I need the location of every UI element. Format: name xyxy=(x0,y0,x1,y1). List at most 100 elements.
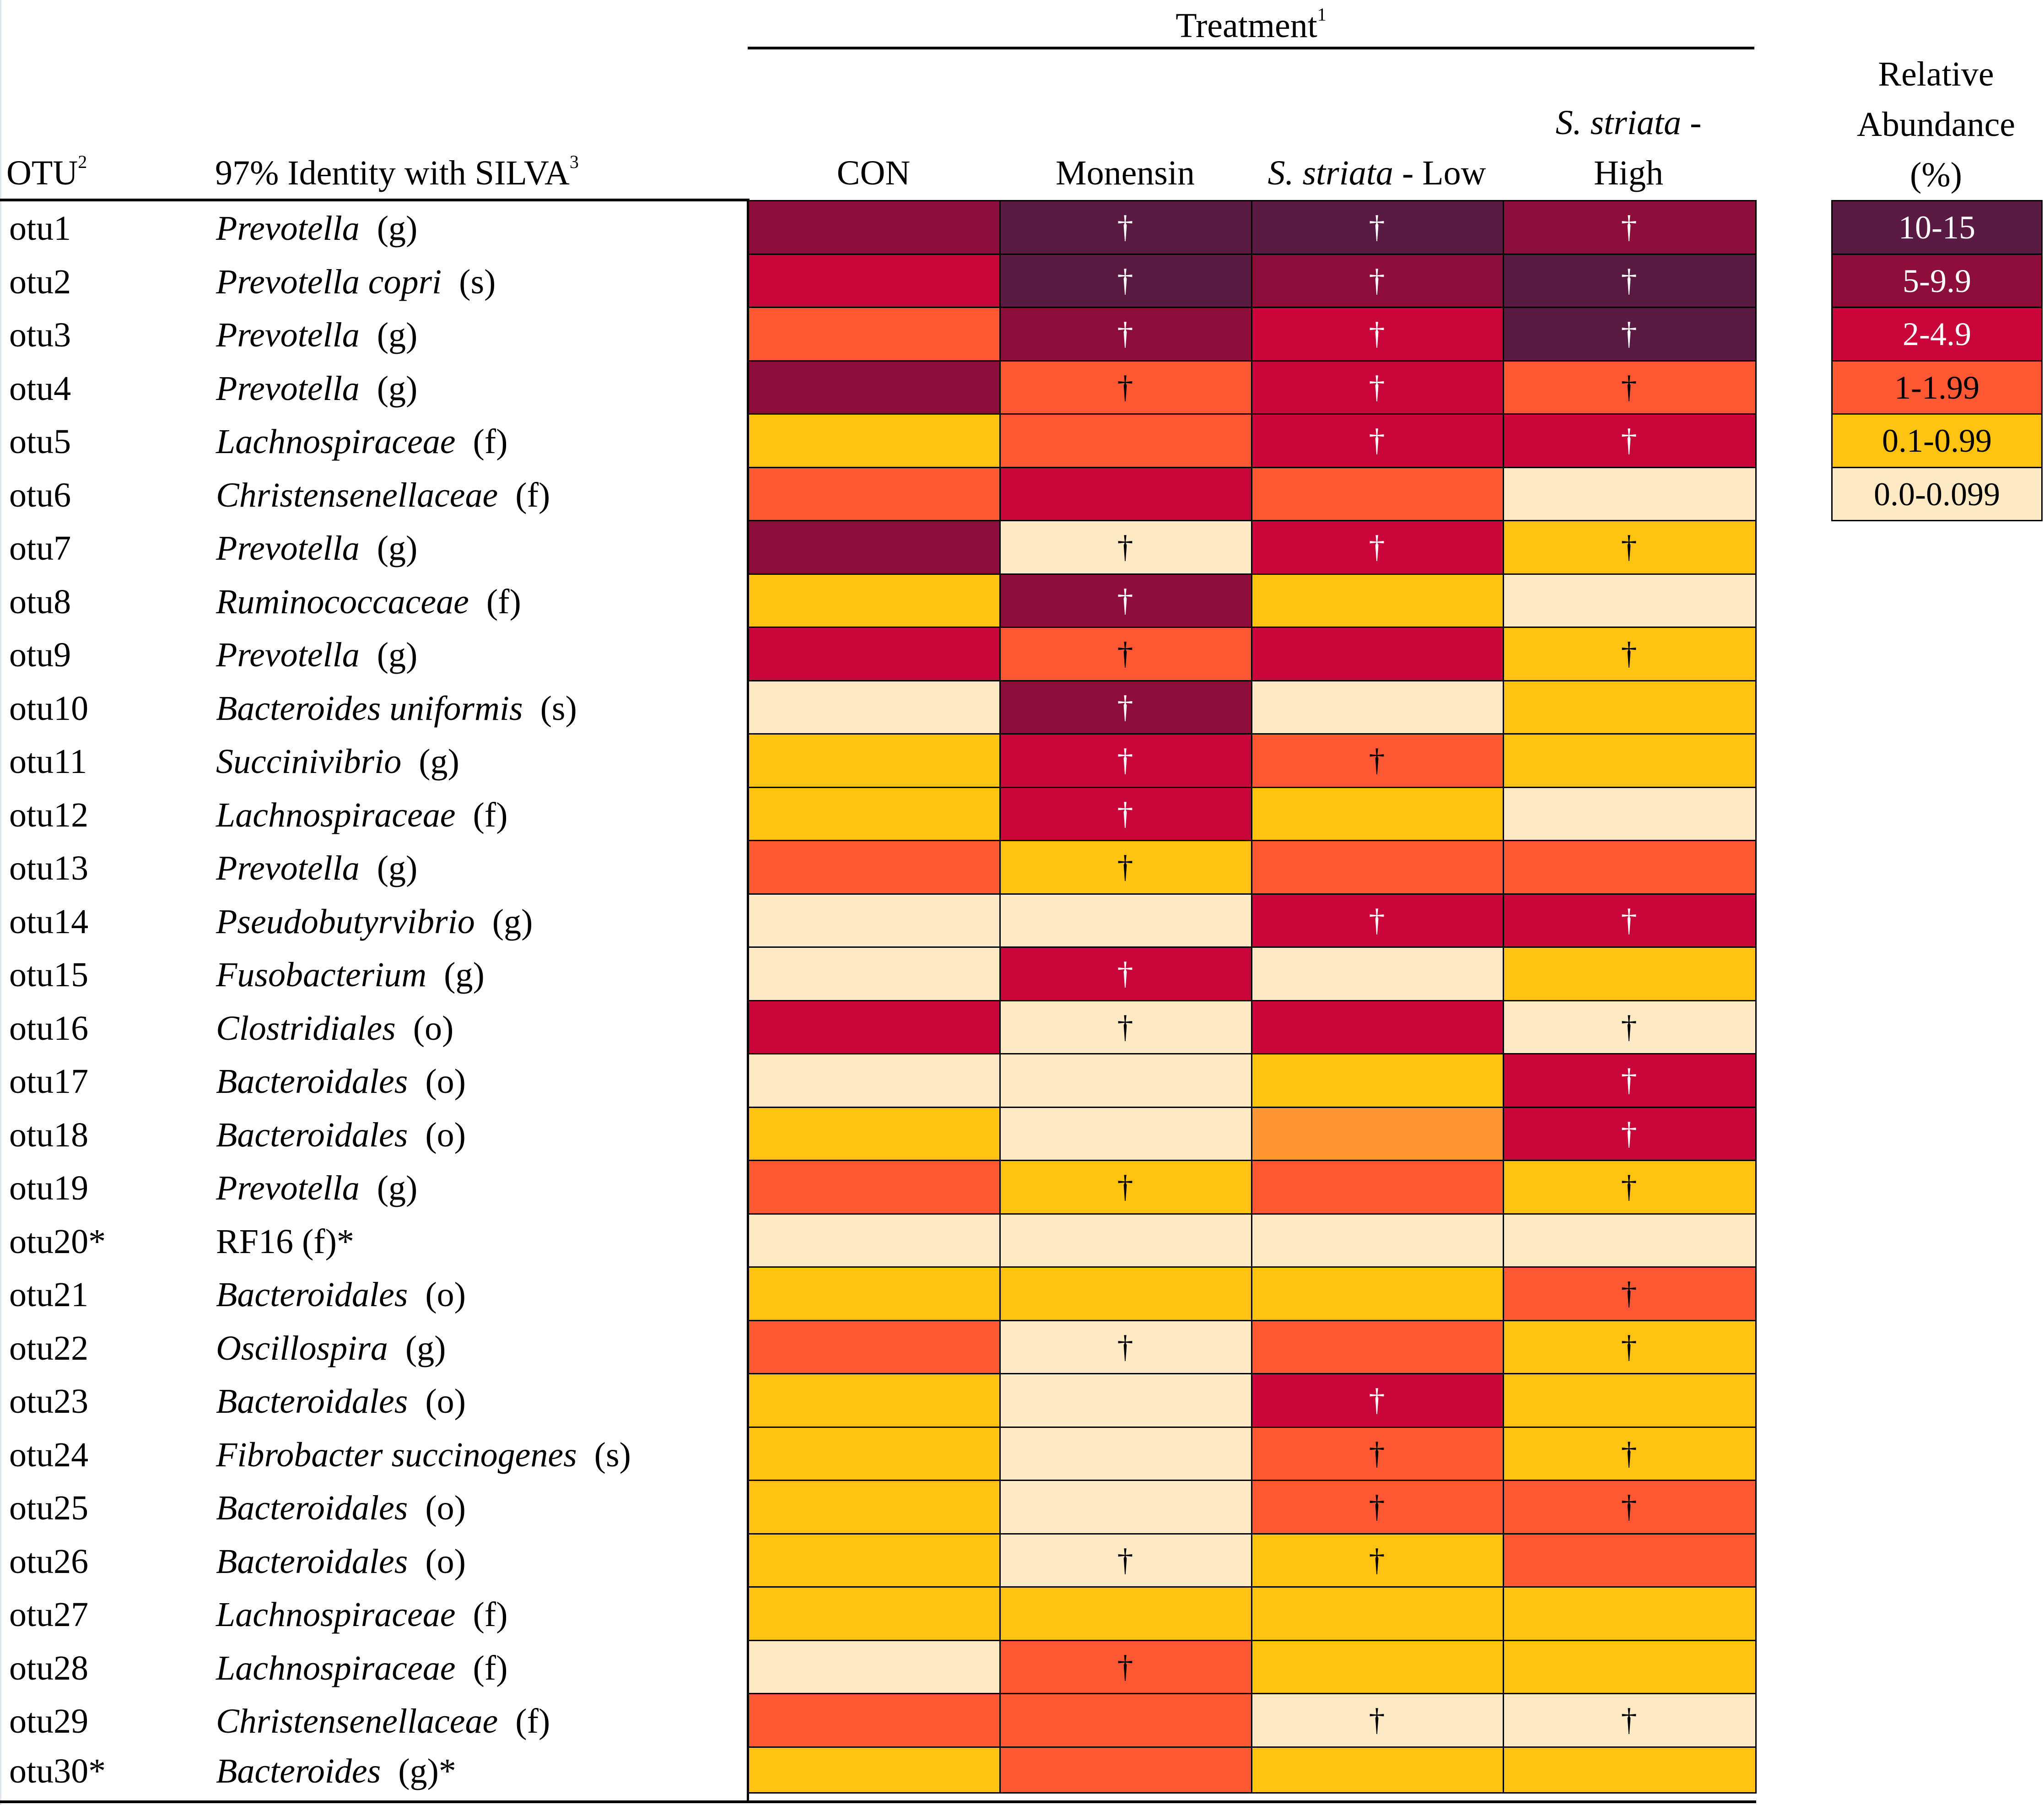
taxon-label: Bacteroides (g)* xyxy=(216,1754,456,1789)
significance-dagger: † xyxy=(1621,1063,1637,1098)
taxon-label: Prevotella (g) xyxy=(216,638,417,672)
heatmap-cell xyxy=(748,840,1001,895)
heatmap-cell xyxy=(1251,466,1504,521)
taxon-name: RF16 (f)* xyxy=(216,1222,354,1261)
significance-dagger: † xyxy=(1117,796,1133,832)
significance-dagger: † xyxy=(1117,956,1133,992)
otu-label: otu11 xyxy=(9,742,87,781)
heatmap-cell xyxy=(1503,946,1757,1001)
legend-swatch xyxy=(1831,253,2043,308)
heatmap-cell xyxy=(1251,733,1504,788)
heatmap-cell xyxy=(1503,627,1757,681)
taxon-name: Prevotella xyxy=(216,529,360,568)
heatmap-cell xyxy=(999,1266,1252,1321)
heatmap-cell xyxy=(1503,1533,1757,1588)
heatmap-cell xyxy=(999,1373,1252,1428)
taxon-label: Bacteroidales (o) xyxy=(216,1384,466,1419)
heatmap-cell xyxy=(1251,680,1504,735)
heatmap-cell xyxy=(748,946,1001,1001)
treatment-rule xyxy=(748,47,1754,49)
legend-label: 0.0-0.099 xyxy=(1874,476,2000,513)
heatmap-cell xyxy=(1251,1053,1504,1108)
taxon-rank: (g) xyxy=(419,742,459,781)
otu-label: otu3 xyxy=(9,316,71,355)
taxon-rank: (o) xyxy=(425,1382,466,1421)
taxon-name: Prevotella xyxy=(216,209,360,248)
significance-dagger: † xyxy=(1117,1329,1133,1365)
heatmap-cell xyxy=(1251,573,1504,628)
heatmap-cell xyxy=(999,627,1252,681)
taxon-rank: (g) xyxy=(405,1329,446,1367)
otu-label: otu20* xyxy=(9,1222,106,1261)
otu-label: otu22 xyxy=(9,1329,89,1367)
significance-dagger: † xyxy=(1117,1009,1133,1045)
heatmap-cell xyxy=(1503,1213,1757,1268)
significance-dagger: † xyxy=(1369,530,1385,565)
heatmap-cell xyxy=(1503,786,1757,841)
taxon-rank: (g) xyxy=(377,1169,418,1208)
heatmap-cell xyxy=(1503,1106,1757,1161)
table-bottom-rule xyxy=(0,1800,1756,1803)
taxon-name: Ruminococcaceae xyxy=(216,582,469,621)
significance-dagger: † xyxy=(1117,583,1133,618)
taxon-rank: (g)* xyxy=(398,1751,456,1790)
heatmap-cell xyxy=(1503,1693,1757,1748)
otu-label: otu12 xyxy=(9,795,89,834)
significance-dagger: † xyxy=(1369,316,1385,352)
heatmap-cell xyxy=(999,840,1252,895)
heatmap-cell xyxy=(999,1480,1252,1535)
heatmap-cell xyxy=(999,1426,1252,1481)
taxon-label: Bacteroidales (o) xyxy=(216,1544,466,1579)
taxon-rank: (f) xyxy=(515,476,550,514)
taxon-name: Pseudobutyrvibrio xyxy=(216,902,475,941)
taxon-label: Oscillospira (g) xyxy=(216,1331,446,1366)
otu-label: otu15 xyxy=(9,956,89,994)
legend-swatch xyxy=(1831,360,2043,415)
heatmap-cell xyxy=(999,1693,1252,1748)
significance-dagger: † xyxy=(1117,316,1133,352)
taxon-label: Prevotella (g) xyxy=(216,211,417,246)
significance-dagger: † xyxy=(1369,423,1385,459)
taxon-name: Prevotella xyxy=(216,849,360,888)
heatmap-cell xyxy=(748,1639,1001,1694)
taxon-name: Prevotella xyxy=(216,316,360,355)
column-header-1: CON xyxy=(836,154,911,192)
heatmap-cell xyxy=(748,786,1001,841)
heatmap-cell xyxy=(999,466,1252,521)
taxon-name: Fibrobacter succinogenes xyxy=(216,1435,577,1474)
taxon-name: Lachnospiraceae xyxy=(216,795,456,834)
taxon-label: Pseudobutyrvibrio (g) xyxy=(216,904,533,939)
heatmap-cell xyxy=(1251,786,1504,841)
significance-dagger: † xyxy=(1369,743,1385,778)
significance-dagger: † xyxy=(1369,902,1385,938)
otu-label: otu26 xyxy=(9,1542,89,1581)
identity-header-superscript: 3 xyxy=(569,151,579,172)
taxon-label: Ruminococcaceae (f) xyxy=(216,584,521,619)
column-header-italic: S. striata xyxy=(1267,154,1393,192)
taxon-label: Lachnospiraceae (f) xyxy=(216,1597,507,1632)
taxon-name: Bacteroidales xyxy=(216,1382,408,1421)
taxon-name: Christensenellaceae xyxy=(216,1702,498,1741)
taxon-name: Bacteroidales xyxy=(216,1115,408,1154)
otu-label: otu14 xyxy=(9,902,89,941)
legend-label: 0.1-0.99 xyxy=(1882,422,1992,459)
heatmap-cell xyxy=(748,1533,1001,1588)
taxon-rank: (f) xyxy=(473,795,508,834)
heatmap-cell xyxy=(1251,1319,1504,1374)
heatmap-cell xyxy=(1251,1266,1504,1321)
taxon-label: Prevotella (g) xyxy=(216,371,417,406)
heatmap-cell xyxy=(999,360,1252,415)
heatmap-cell xyxy=(999,307,1252,362)
column-header-rest: - Low xyxy=(1393,154,1486,192)
taxon-label: Prevotella (g) xyxy=(216,531,417,566)
significance-dagger: † xyxy=(1117,263,1133,298)
otu-header-superscript: 2 xyxy=(78,151,87,172)
heatmap-cell xyxy=(748,253,1001,308)
legend-label: 10-15 xyxy=(1898,209,1975,246)
column-header-rest: - xyxy=(1681,103,1702,142)
heatmap-cell xyxy=(748,893,1001,948)
taxon-rank: (g) xyxy=(492,902,533,941)
otu-label: otu4 xyxy=(9,369,71,408)
taxon-rank: (o) xyxy=(425,1542,466,1581)
taxon-label: Bacteroidales (o) xyxy=(216,1118,466,1152)
